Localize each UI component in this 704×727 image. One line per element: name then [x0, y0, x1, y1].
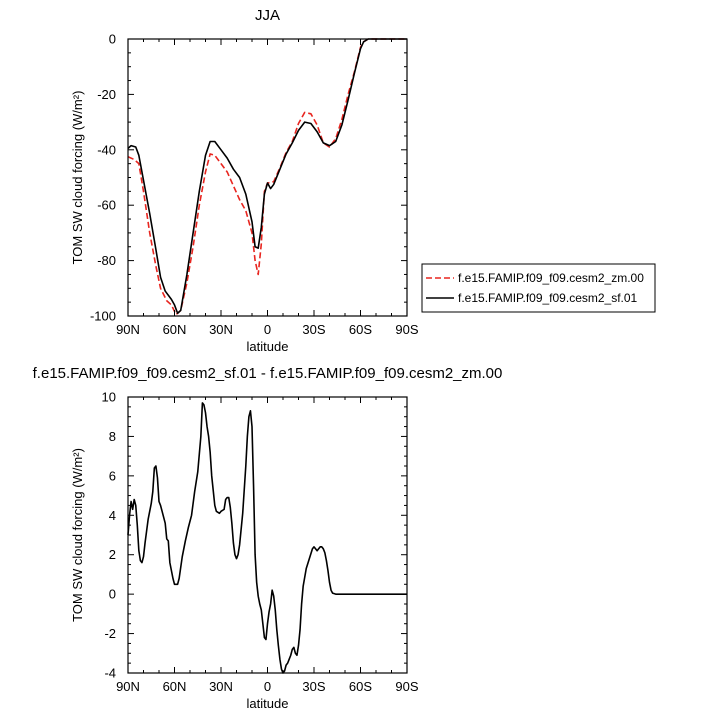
x-tick-label: 90N [116, 322, 140, 337]
y-tick-label: -60 [97, 198, 116, 213]
y-tick-label: 2 [109, 547, 116, 562]
series-line-2-1 [127, 402, 407, 674]
y-tick-label: -100 [90, 309, 116, 324]
legend: f.e15.FAMIP.f09_f09.cesm2_zm.00 f.e15.FAM… [421, 263, 656, 313]
x-tick-label: 90S [395, 679, 418, 694]
x-tick-label: 90N [116, 679, 140, 694]
y-tick-label: -20 [97, 87, 116, 102]
chart-top: 90N 60N 30N 0 30S 60S 90S 0 -20 -40 -60 -80 -100 JJA l… [70, 7, 656, 354]
y-tick-label: -80 [97, 253, 116, 268]
x-tick-label: 0 [264, 322, 271, 337]
legend-entry: f.e15.FAMIP.f09_f09.cesm2_sf.01 [458, 291, 638, 305]
y-tick-label: 0 [109, 587, 116, 602]
chart-title: f.e15.FAMIP.f09_f09.cesm2_sf.01 - f.e15.… [33, 365, 503, 382]
x-tick-label: 30S [302, 679, 325, 694]
x-axis-title: latitude [247, 696, 289, 711]
y-tick-label: 0 [109, 32, 116, 47]
chart-title: JJA [255, 7, 280, 24]
y-tick-label: -4 [104, 666, 116, 681]
plot-frame [127, 38, 408, 317]
x-tick-label: 60N [163, 322, 187, 337]
x-tick-label: 30S [302, 322, 325, 337]
y-tick-label: 8 [109, 429, 116, 444]
x-tick-label: 90S [395, 322, 418, 337]
x-tick-label: 60S [349, 679, 372, 694]
y-tick-label: 10 [102, 390, 116, 405]
series-line-1-2 [127, 38, 407, 315]
y-tick-label: 6 [109, 468, 116, 483]
y-tick-label: -40 [97, 142, 116, 157]
x-tick-label: 30N [209, 679, 233, 694]
x-tick-label: 30N [209, 322, 233, 337]
legend-entry: f.e15.FAMIP.f09_f09.cesm2_zm.00 [458, 271, 644, 285]
series-line-1-1 [127, 38, 407, 316]
y-tick-label: 4 [109, 508, 116, 523]
x-tick-label: 60S [349, 322, 372, 337]
y-axis-title: TOM SW cloud forcing (W/m²) [70, 448, 85, 622]
x-tick-label: 0 [264, 679, 271, 694]
x-axis-title: latitude [247, 339, 289, 354]
legend-box [421, 263, 656, 313]
chart-bottom: 90N 60N 30N 0 30S 60S 90S 10 8 6 4 2 0 -2 -4 f.e15.FAMI… [33, 365, 503, 711]
x-tick-label: 60N [163, 679, 187, 694]
y-tick-label: -2 [104, 626, 116, 641]
y-axis-title: TOM SW cloud forcing (W/m²) [70, 91, 85, 265]
